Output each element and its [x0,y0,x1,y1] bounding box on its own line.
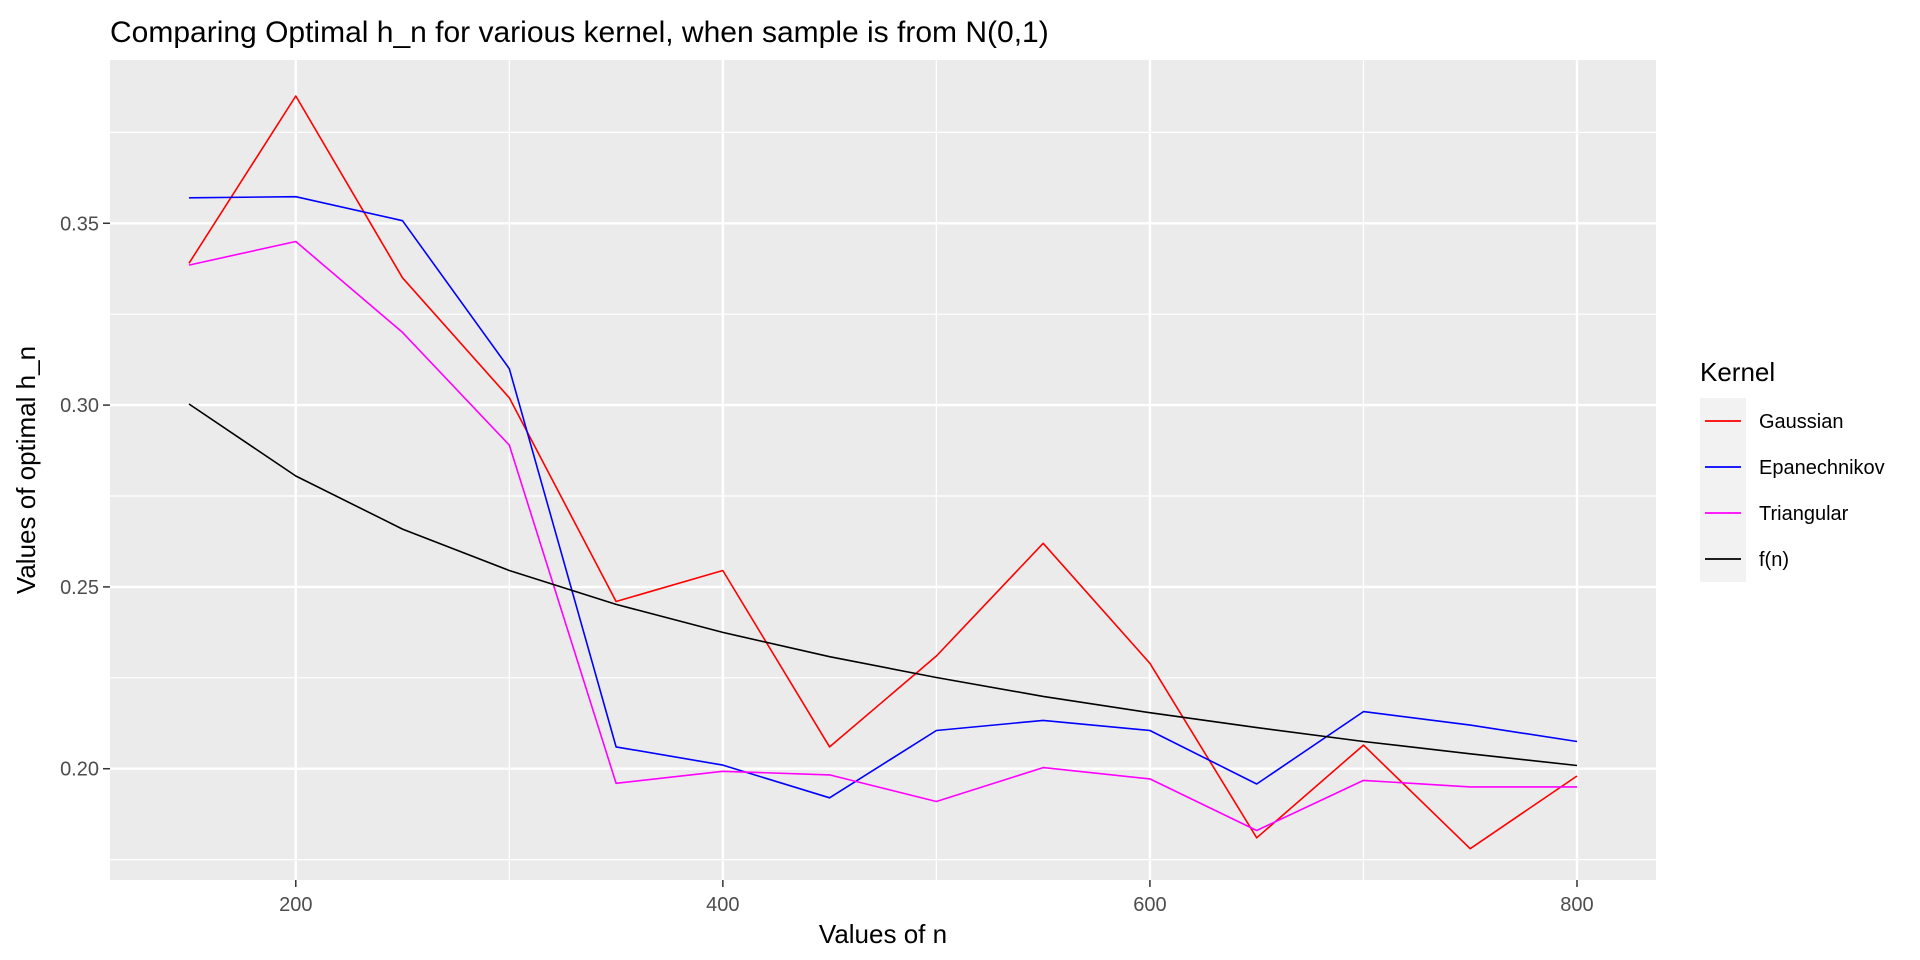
x-axis: 200 400 600 800 [279,880,1594,916]
x-tick-label: 400 [706,894,739,916]
legend-title: Kernel [1700,357,1775,387]
y-tick-label: 0.35 [60,213,99,235]
plot-panel [110,60,1656,880]
legend-label: Epanechnikov [1759,457,1885,479]
y-tick-label: 0.20 [60,759,99,781]
y-axis-title: Values of optimal h_n [11,346,41,594]
chart-title: Comparing Optimal h_n for various kernel… [110,16,1049,49]
x-tick-label: 200 [279,894,312,916]
series-line [188,195,1578,799]
series-line [188,403,1578,767]
legend-label: Gaussian [1759,411,1844,433]
x-tick-label: 800 [1560,894,1593,916]
legend: Kernel Gaussian Epanechnikov Triangular f(n… [1700,357,1885,582]
grid-major [110,60,1656,880]
legend-items: Gaussian Epanechnikov Triangular f(n) [1700,398,1885,582]
series-line [188,240,1577,832]
y-tick-label: 0.30 [60,395,99,417]
legend-label: Triangular [1759,503,1849,525]
series-line [188,95,1578,850]
legend-label: f(n) [1759,549,1789,571]
y-tick-label: 0.25 [60,577,99,599]
series-lines [188,95,1578,850]
y-axis: 0.20 0.25 0.30 0.35 [60,213,110,781]
grid-minor [110,60,1656,880]
x-tick-label: 600 [1133,894,1166,916]
x-axis-title: Values of n [819,919,947,949]
